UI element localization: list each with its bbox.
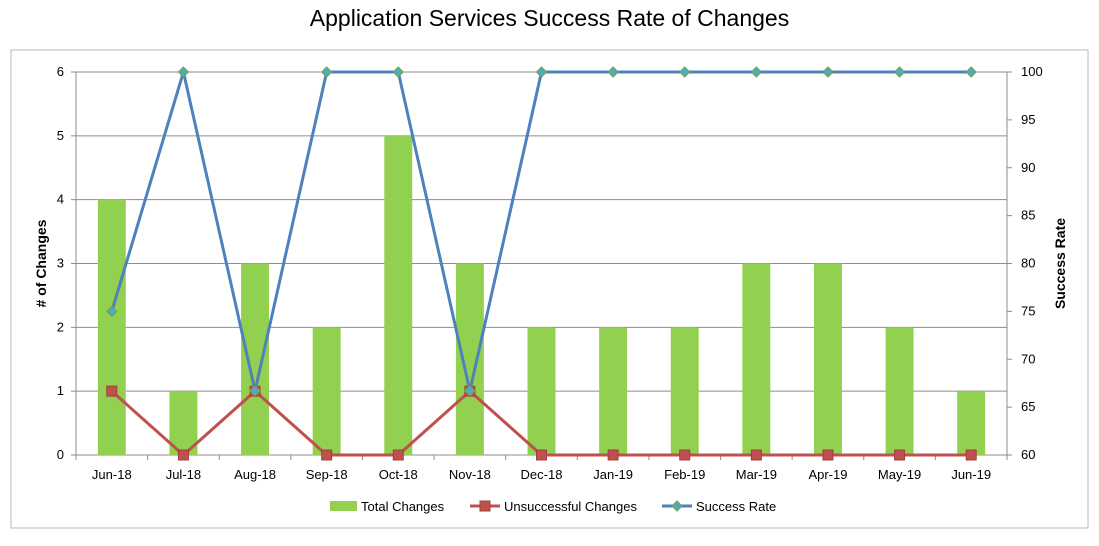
marker-success-rate — [893, 66, 906, 78]
marker-success-rate — [249, 385, 261, 397]
marker-success-rate — [177, 66, 190, 78]
axes: 0 1 2 3 4 5 6 60 65 70 75 80 85 90 95 100 Jun-18 Jul-18 Au… — [33, 64, 1068, 482]
bar-total-changes — [455, 263, 484, 455]
left-axis-tick-label: 4 — [57, 192, 64, 207]
x-axis-tick-label: Aug-18 — [234, 467, 276, 482]
marker-unsuccessful-changes — [106, 385, 118, 397]
legend-swatch-total-changes — [330, 501, 357, 511]
marker-success-rate — [392, 66, 404, 78]
x-axis-tick-label: Apr-19 — [808, 467, 847, 482]
legend-label-total-changes: Total Changes — [361, 499, 445, 514]
legend-marker-unsuccessful-changes — [479, 500, 491, 512]
right-axis-tick-label: 95 — [1021, 112, 1035, 127]
marker-unsuccessful-changes — [536, 449, 547, 461]
series-lines — [106, 66, 977, 461]
x-axis-tick-label: Dec-18 — [521, 467, 563, 482]
bar-total-changes — [312, 327, 341, 455]
left-axis-tick-label: 5 — [57, 128, 64, 143]
marker-success-rate — [965, 66, 977, 78]
bar-total-changes — [885, 327, 914, 455]
marker-success-rate — [822, 66, 834, 78]
legend-marker-success-rate — [671, 500, 683, 512]
marker-success-rate — [320, 66, 333, 78]
left-axis-tick-label: 3 — [57, 256, 64, 271]
bar-total-changes — [384, 135, 413, 456]
left-axis-tick-label: 6 — [57, 64, 64, 79]
x-axis-tick-label: Jan-19 — [593, 467, 633, 482]
left-axis-tick-label: 2 — [57, 319, 64, 334]
marker-success-rate — [535, 66, 548, 78]
bar-total-changes — [527, 327, 556, 455]
legend: Total Changes Unsuccessful Changes Success… — [330, 499, 776, 514]
left-axis-tick-label: 1 — [57, 383, 64, 398]
legend-label-success-rate: Success Rate — [696, 499, 776, 514]
bar-total-changes — [599, 327, 628, 455]
marker-unsuccessful-changes — [822, 449, 834, 461]
left-axis-title: # of Changes — [33, 219, 49, 307]
marker-unsuccessful-changes — [965, 449, 977, 461]
marker-unsuccessful-changes — [750, 449, 762, 461]
x-axis-tick-label: Oct-18 — [379, 467, 418, 482]
marker-success-rate — [607, 66, 619, 78]
bar-total-changes — [670, 327, 699, 455]
marker-success-rate — [750, 66, 763, 78]
marker-success-rate — [679, 66, 691, 78]
x-axis-tick-label: Nov-18 — [449, 467, 491, 482]
chart-title: Application Services Success Rate of Cha… — [309, 5, 790, 31]
x-axis-tick-label: Jul-18 — [166, 467, 201, 482]
marker-unsuccessful-changes — [607, 449, 619, 461]
bars-total-changes — [97, 135, 986, 456]
x-axis-tick-label: Mar-19 — [736, 467, 777, 482]
right-axis-tick-label: 80 — [1021, 256, 1035, 271]
right-axis-tick-label: 65 — [1021, 399, 1035, 414]
bar-total-changes — [742, 263, 771, 455]
marker-unsuccessful-changes — [177, 449, 189, 461]
x-axis-tick-label: Feb-19 — [664, 467, 705, 482]
x-axis-tick-label: May-19 — [878, 467, 921, 482]
right-axis-tick-label: 85 — [1021, 208, 1035, 223]
marker-unsuccessful-changes — [679, 449, 691, 461]
right-axis-tick-label: 100 — [1021, 64, 1043, 79]
marker-unsuccessful-changes — [321, 449, 333, 461]
x-axis-tick-label: Jun-18 — [92, 467, 132, 482]
right-axis-tick-label: 90 — [1021, 160, 1035, 175]
marker-unsuccessful-changes — [392, 449, 404, 461]
marker-unsuccessful-changes — [894, 449, 906, 461]
right-axis-tick-label: 70 — [1021, 351, 1035, 366]
right-axis-tick-label: 75 — [1021, 303, 1035, 318]
bar-total-changes — [957, 391, 986, 455]
x-axis-tick-label: Sep-18 — [306, 467, 348, 482]
legend-label-unsuccessful-changes: Unsuccessful Changes — [504, 499, 637, 514]
bar-total-changes — [813, 263, 842, 455]
left-axis-tick-label: 0 — [57, 447, 64, 462]
bar-total-changes — [241, 263, 270, 455]
x-axis-tick-label: Jun-19 — [951, 467, 991, 482]
bar-total-changes — [169, 391, 198, 455]
right-axis-title: Success Rate — [1052, 218, 1068, 309]
marker-success-rate — [106, 305, 118, 318]
bar-total-changes — [97, 199, 126, 455]
right-axis-tick-label: 60 — [1021, 447, 1035, 462]
marker-success-rate — [464, 385, 476, 397]
